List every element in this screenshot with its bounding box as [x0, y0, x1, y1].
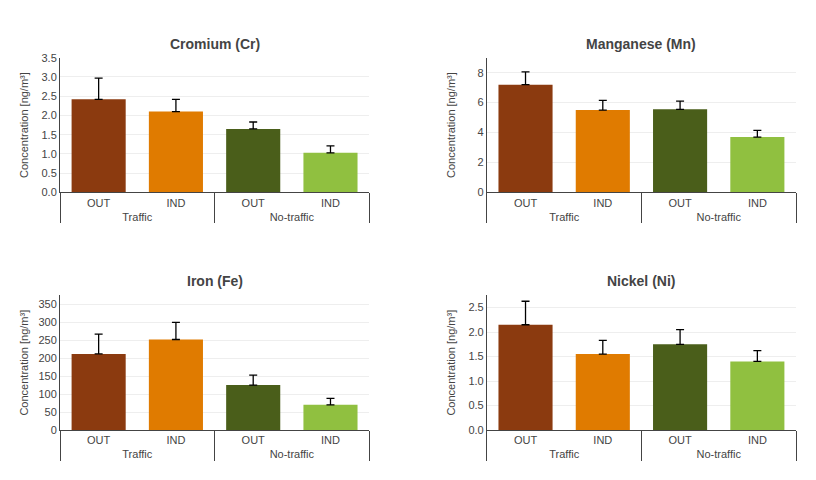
svg-text:150: 150 — [38, 370, 56, 382]
svg-text:Concentration [ng/m³]: Concentration [ng/m³] — [445, 310, 457, 416]
svg-text:8: 8 — [478, 67, 484, 79]
svg-text:350: 350 — [38, 298, 56, 310]
svg-text:OUT: OUT — [668, 197, 692, 209]
svg-text:0.5: 0.5 — [42, 167, 57, 179]
svg-text:0.5: 0.5 — [468, 399, 483, 411]
svg-text:250: 250 — [38, 334, 56, 346]
svg-text:3.5: 3.5 — [42, 52, 57, 64]
svg-text:1.0: 1.0 — [42, 148, 57, 160]
svg-text:No-traffic: No-traffic — [270, 448, 315, 460]
svg-text:IND: IND — [748, 434, 767, 446]
svg-text:Iron (Fe): Iron (Fe) — [187, 273, 243, 289]
svg-text:IND: IND — [748, 197, 767, 209]
svg-text:1.5: 1.5 — [42, 129, 57, 141]
svg-text:OUT: OUT — [242, 197, 266, 209]
svg-text:OUT: OUT — [87, 434, 111, 446]
svg-text:Nickel (Ni): Nickel (Ni) — [607, 273, 675, 289]
svg-text:0: 0 — [478, 186, 484, 198]
svg-text:2.5: 2.5 — [468, 301, 483, 313]
svg-text:4: 4 — [478, 126, 484, 138]
svg-text:2.5: 2.5 — [42, 90, 57, 102]
svg-text:6: 6 — [478, 96, 484, 108]
svg-text:No-traffic: No-traffic — [270, 211, 315, 223]
svg-text:Concentration [ng/m³]: Concentration [ng/m³] — [18, 310, 30, 416]
svg-text:2: 2 — [478, 156, 484, 168]
svg-text:OUT: OUT — [242, 434, 266, 446]
svg-text:IND: IND — [321, 434, 340, 446]
svg-text:IND: IND — [166, 434, 185, 446]
svg-text:Cromium (Cr): Cromium (Cr) — [170, 36, 260, 52]
svg-text:0: 0 — [51, 424, 57, 436]
svg-text:Concentration [ng/m³]: Concentration [ng/m³] — [18, 72, 30, 178]
svg-text:OUT: OUT — [514, 434, 538, 446]
svg-text:IND: IND — [166, 197, 185, 209]
svg-text:100: 100 — [38, 388, 56, 400]
svg-text:1.0: 1.0 — [468, 375, 483, 387]
svg-text:IND: IND — [593, 197, 612, 209]
svg-text:OUT: OUT — [668, 434, 692, 446]
svg-text:0.0: 0.0 — [468, 424, 483, 436]
svg-text:2.0: 2.0 — [468, 326, 483, 338]
svg-text:OUT: OUT — [514, 197, 538, 209]
svg-text:Concentration [ng/m³]: Concentration [ng/m³] — [445, 72, 457, 178]
svg-text:OUT: OUT — [87, 197, 111, 209]
svg-text:Manganese (Mn): Manganese (Mn) — [586, 36, 696, 52]
svg-text:3.0: 3.0 — [42, 71, 57, 83]
svg-text:IND: IND — [593, 434, 612, 446]
svg-text:Traffic: Traffic — [549, 211, 579, 223]
svg-text:300: 300 — [38, 316, 56, 328]
svg-text:No-traffic: No-traffic — [697, 211, 742, 223]
svg-text:Traffic: Traffic — [549, 448, 579, 460]
svg-text:IND: IND — [321, 197, 340, 209]
svg-text:Traffic: Traffic — [122, 211, 152, 223]
svg-text:0.0: 0.0 — [42, 186, 57, 198]
svg-text:50: 50 — [45, 406, 57, 418]
svg-text:No-traffic: No-traffic — [697, 448, 742, 460]
svg-text:200: 200 — [38, 352, 56, 364]
svg-text:2.0: 2.0 — [42, 109, 57, 121]
svg-text:1.5: 1.5 — [468, 350, 483, 362]
svg-text:Traffic: Traffic — [122, 448, 152, 460]
